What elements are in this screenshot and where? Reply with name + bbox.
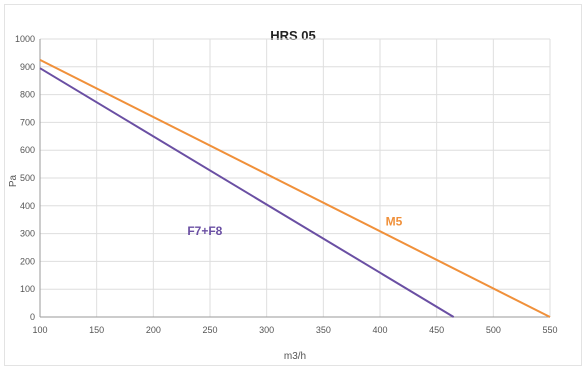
chart-title: HRS 05 (270, 28, 316, 43)
x-tick-label: 350 (316, 325, 331, 335)
x-tick-label: 450 (429, 325, 444, 335)
y-tick-label: 200 (20, 256, 35, 266)
axes (39, 39, 550, 318)
x-tick-label: 500 (486, 325, 501, 335)
series-line-m5 (39, 58, 551, 318)
series-label-m5: M5 (386, 214, 403, 228)
y-tick-label: 300 (20, 229, 35, 239)
x-tick-label: 300 (259, 325, 274, 335)
series-lines (39, 58, 551, 318)
y-tick-label: 800 (20, 90, 35, 100)
y-tick-label: 0 (30, 312, 35, 322)
tick-labels: 0 100 200 300 400 500 600 700 800 900 1000 100 150 20… (15, 34, 558, 335)
x-tick-label: 400 (372, 325, 387, 335)
chart-frame: HRS 05 0 100 200 300 400 500 600 700 800 900 1000 1… (4, 4, 582, 366)
series-label-f7-f8: F7+F8 (187, 224, 222, 238)
series-labels: M5 F7+F8 (187, 214, 402, 238)
x-tick-label: 250 (202, 325, 217, 335)
y-tick-label: 100 (20, 284, 35, 294)
x-tick-label: 200 (146, 325, 161, 335)
series-line-f7-f8 (39, 67, 455, 318)
x-tick-label: 550 (542, 325, 557, 335)
y-tick-label: 900 (20, 62, 35, 72)
grid-lines (40, 38, 551, 317)
y-tick-label: 700 (20, 117, 35, 127)
y-axis-label: Pa (8, 174, 19, 187)
line-chart: HRS 05 0 100 200 300 400 500 600 700 800 900 1000 1… (8, 28, 558, 362)
y-tick-label: 500 (20, 173, 35, 183)
x-axis-label: m3/h (284, 351, 306, 362)
x-tick-label: 150 (89, 325, 104, 335)
x-tick-label: 100 (32, 325, 47, 335)
y-tick-label: 400 (20, 201, 35, 211)
y-tick-label: 600 (20, 145, 35, 155)
y-tick-label: 1000 (15, 34, 35, 44)
